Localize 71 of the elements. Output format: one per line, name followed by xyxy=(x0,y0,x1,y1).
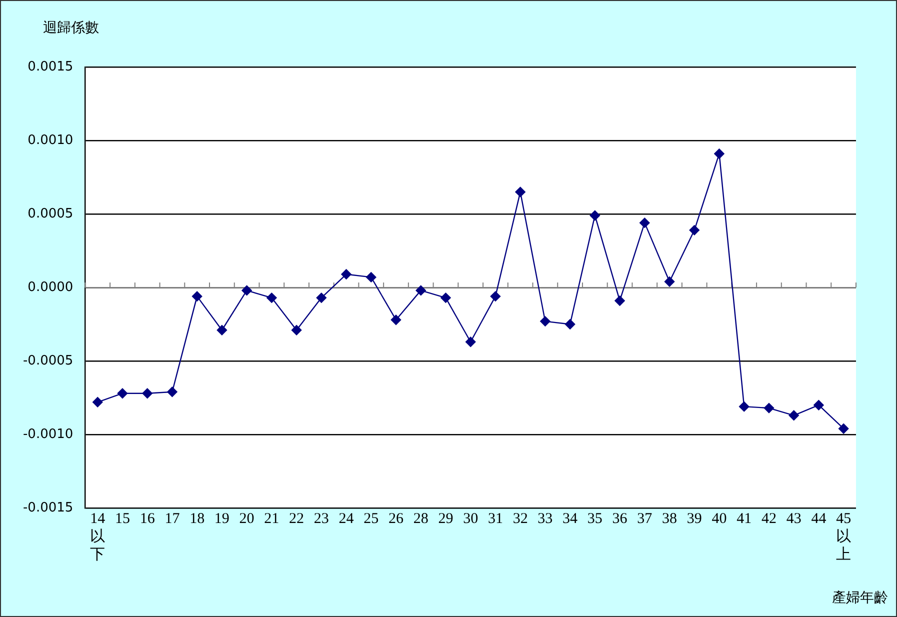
x-tick-label: 29 xyxy=(438,510,454,527)
point xyxy=(390,314,402,325)
x-tick-label: 23 xyxy=(314,510,329,527)
point xyxy=(465,336,476,347)
point xyxy=(316,292,326,303)
x-tick-label: 17 xyxy=(164,510,180,527)
point xyxy=(564,319,576,330)
x-tick-label: 40 xyxy=(712,510,727,527)
point xyxy=(640,218,650,228)
y-tick-label: 0.0010 xyxy=(28,132,74,148)
x-tick-label: 41 xyxy=(736,510,752,527)
point xyxy=(739,401,750,412)
point xyxy=(366,272,376,282)
x-tick-label: 38 xyxy=(662,510,678,527)
x-tick-label: 24 xyxy=(338,510,354,527)
point xyxy=(714,148,724,159)
y-tick-label: -0.0010 xyxy=(22,426,74,442)
y-tick-label: 0.0005 xyxy=(28,206,74,222)
point xyxy=(142,388,152,398)
point xyxy=(515,186,526,198)
point xyxy=(242,285,252,296)
point xyxy=(788,410,799,420)
point xyxy=(291,325,302,336)
point xyxy=(341,269,352,280)
point xyxy=(814,400,824,410)
point xyxy=(490,291,501,302)
x-tick-label: 30 xyxy=(463,510,478,527)
x-tick-label: 20 xyxy=(239,510,254,527)
x-tick-label: 44 xyxy=(811,510,827,527)
y-axis-title: 迴歸係數 xyxy=(43,19,99,37)
point xyxy=(440,292,451,303)
point xyxy=(192,291,202,302)
point xyxy=(664,276,675,287)
x-tick-label: 19 xyxy=(214,510,230,527)
x-tick-label: 33 xyxy=(538,510,553,527)
x-tick-label: 15 xyxy=(114,510,130,527)
x-tick-label: 22 xyxy=(289,510,304,527)
point xyxy=(167,386,178,397)
x-tick-label: 18 xyxy=(190,510,205,527)
point xyxy=(266,292,277,303)
point xyxy=(540,316,550,326)
x-tick-label: 45以上 xyxy=(836,510,852,563)
x-tick-label: 31 xyxy=(488,510,503,527)
x-tick-label: 36 xyxy=(612,510,628,527)
x-tick-label: 34 xyxy=(562,510,578,527)
point xyxy=(614,296,625,306)
point xyxy=(590,210,600,221)
y-tick-label: 0.0015 xyxy=(28,59,74,74)
x-tick-label: 21 xyxy=(264,510,280,527)
point xyxy=(92,397,103,408)
x-axis-title: 產婦年齡 xyxy=(832,589,888,607)
x-tick-label: 16 xyxy=(140,510,156,527)
x-tick-label: 42 xyxy=(761,510,776,527)
x-tick-label: 35 xyxy=(587,510,602,527)
point xyxy=(764,402,774,414)
x-tick-label: 39 xyxy=(686,510,702,527)
y-tick-label: 0.0000 xyxy=(28,280,74,295)
x-tick-label: 26 xyxy=(388,510,404,527)
x-tick-label: 37 xyxy=(637,510,653,527)
x-tick-label: 28 xyxy=(413,510,428,527)
x-tick-label: 32 xyxy=(512,510,528,527)
y-tick-label: -0.0005 xyxy=(22,353,74,368)
x-tick-label: 43 xyxy=(786,510,802,527)
point xyxy=(416,285,426,296)
point xyxy=(117,388,128,398)
point xyxy=(689,225,700,236)
x-tick-label: 14以下 xyxy=(90,510,106,563)
y-tick-label: -0.0015 xyxy=(22,500,74,516)
point xyxy=(216,325,228,336)
x-tick-label: 25 xyxy=(364,510,379,527)
point xyxy=(838,424,849,434)
